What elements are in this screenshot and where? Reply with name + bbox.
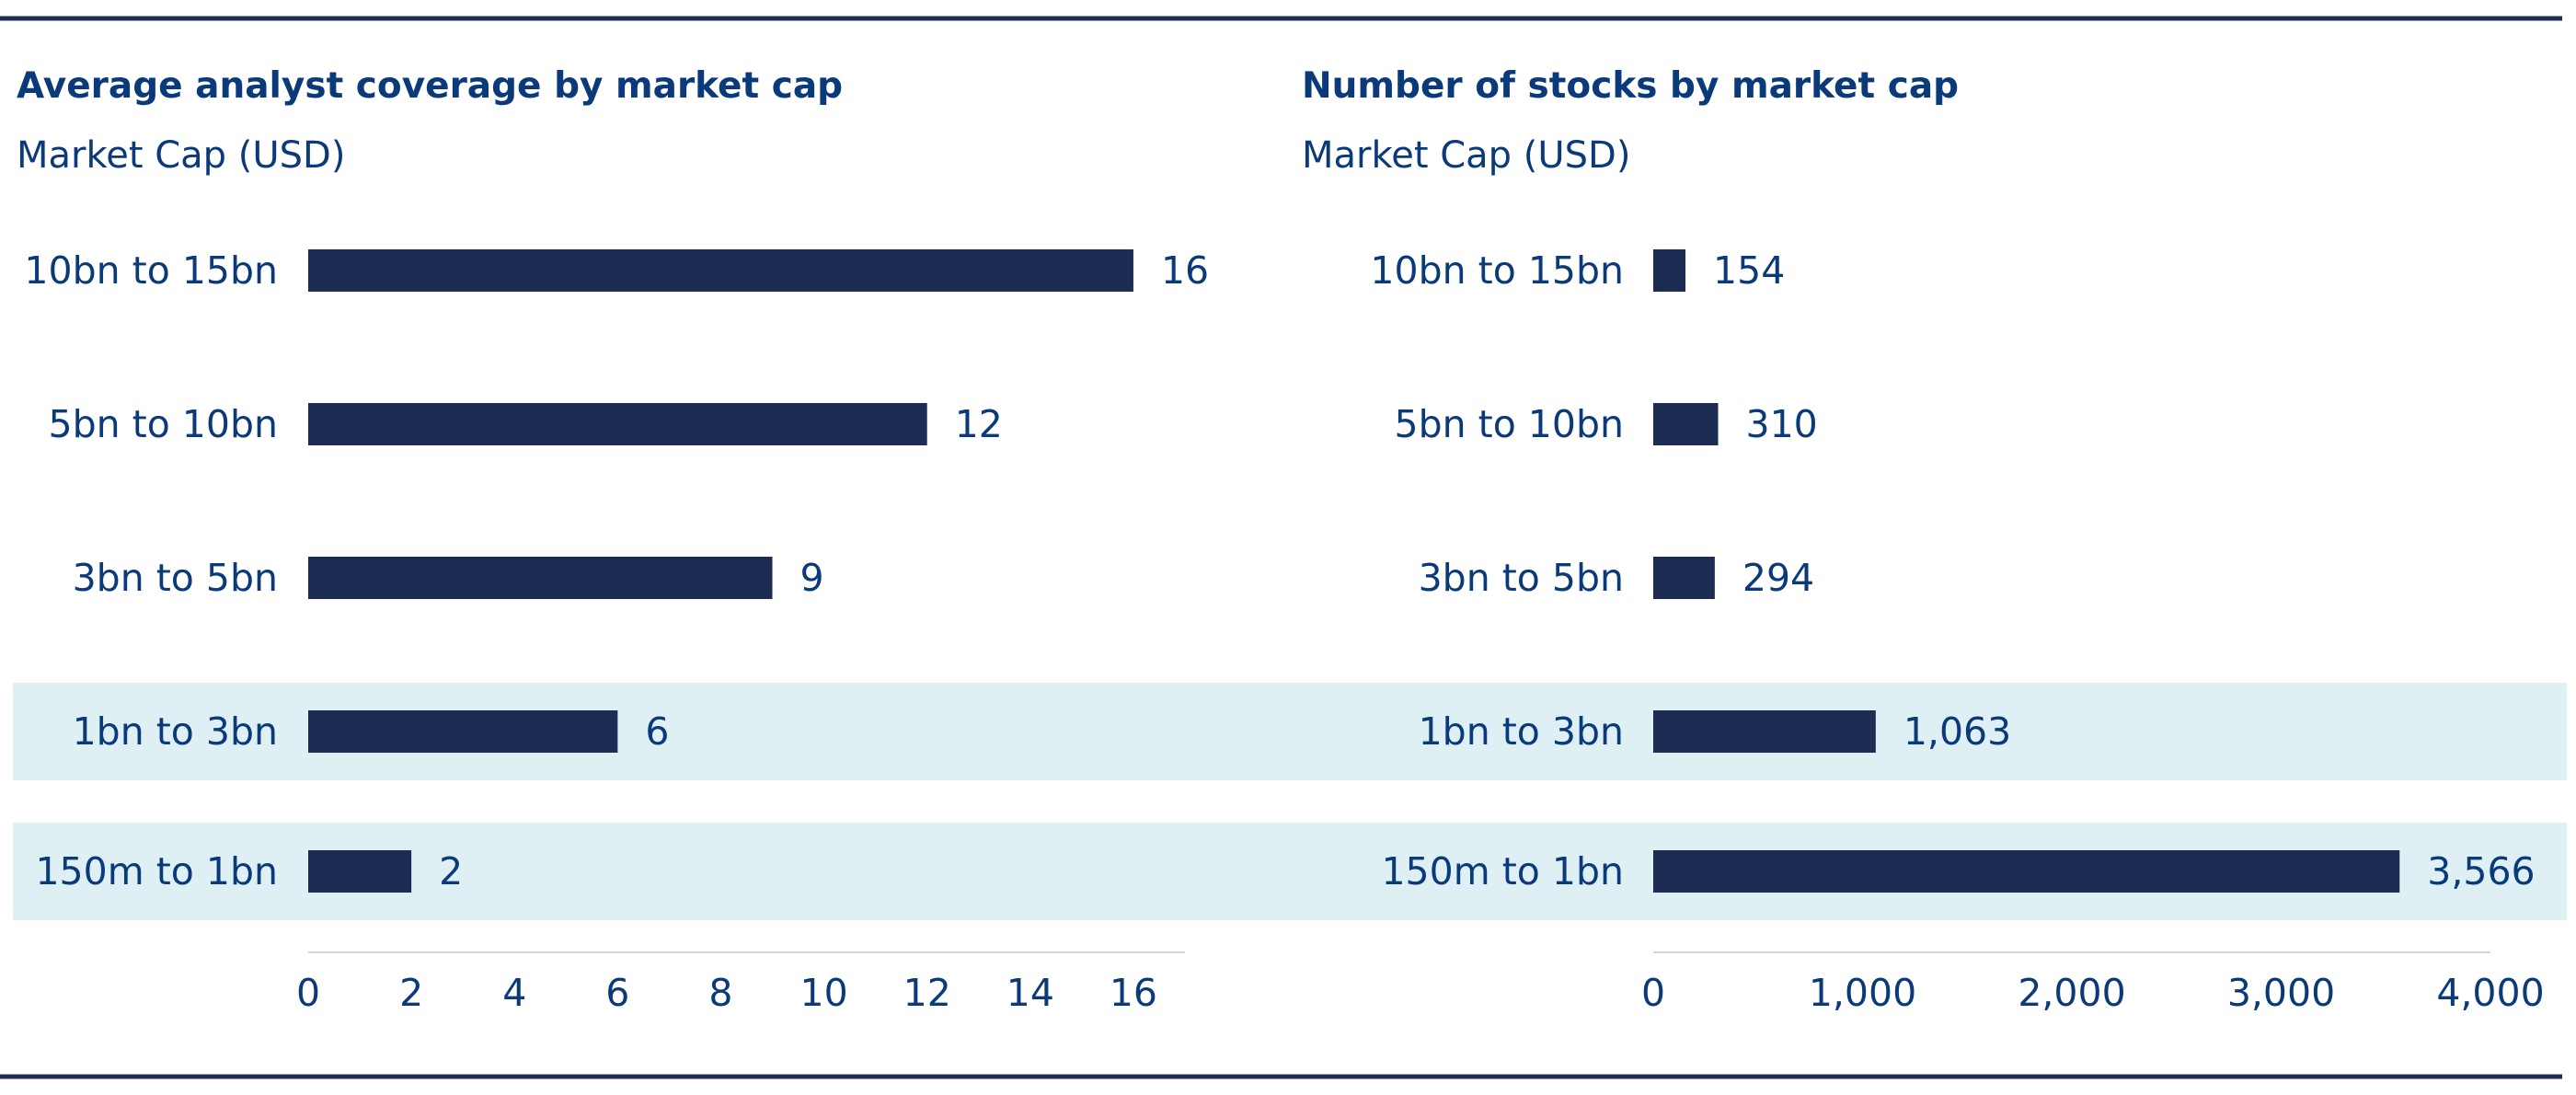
chart-coverage-bar [308,557,773,599]
chart-stock-count-highlight-band [1288,683,2567,780]
chart-coverage-highlight-band [13,823,1301,920]
chart-coverage-value-label: 9 [800,556,824,600]
chart-coverage-title: Average analyst coverage by market cap [17,65,843,107]
chart-coverage-tick-label: 6 [605,971,629,1015]
chart-stock-count-subtitle: Market Cap (USD) [1302,134,1630,177]
chart-coverage-tick-label: 12 [903,971,951,1015]
chart-stock-count-category-label: 5bn to 10bn [1394,402,1624,446]
chart-coverage-value-label: 6 [645,709,669,754]
chart-coverage-value-label: 2 [439,849,463,893]
chart-stock-count-category-label: 150m to 1bn [1381,849,1624,893]
chart-stock-count-bar [1653,557,1715,599]
chart-coverage-subtitle: Market Cap (USD) [17,134,345,177]
chart-coverage-category-label: 150m to 1bn [35,849,278,893]
chart-stock-count: Number of stocks by market cap Market Ca… [1288,65,2567,1015]
chart-coverage-tick-label: 0 [296,971,320,1015]
chart-stock-count-value-label: 294 [1742,556,1814,600]
chart-stock-count-bar [1653,403,1719,445]
chart-coverage-tick-label: 16 [1110,971,1157,1015]
chart-stock-count-bar [1653,249,1686,292]
chart-stock-count-category-label: 3bn to 5bn [1419,556,1624,600]
chart-stock-count-value-label: 3,566 [2427,849,2535,893]
chart-coverage-tick-label: 14 [1006,971,1054,1015]
chart-stock-count-title: Number of stocks by market cap [1302,65,1959,107]
chart-coverage: Average analyst coverage by market cap M… [13,65,1301,1015]
chart-stock-count-value-label: 1,063 [1903,709,2011,754]
chart-coverage-tick-label: 10 [800,971,848,1015]
chart-coverage-bar [308,850,412,893]
chart-coverage-category-label: 3bn to 5bn [73,556,278,600]
chart-stock-count-tick-label: 1,000 [1809,971,1916,1015]
chart-stock-count-bar [1653,850,2400,893]
chart-coverage-category-label: 5bn to 10bn [48,402,278,446]
chart-stock-count-category-label: 1bn to 3bn [1419,709,1624,754]
chart-coverage-bar [308,710,618,753]
chart-stock-count-value-label: 154 [1713,248,1785,293]
chart-coverage-tick-label: 2 [399,971,423,1015]
chart-stock-count-value-label: 310 [1746,402,1818,446]
chart-coverage-tick-label: 4 [502,971,526,1015]
chart-coverage-tick-label: 8 [708,971,732,1015]
chart-coverage-bar [308,403,927,445]
chart-stock-count-tick-label: 0 [1641,971,1665,1015]
chart-stock-count-category-label: 10bn to 15bn [1370,248,1624,293]
chart-stock-count-tick-label: 2,000 [2018,971,2125,1015]
chart-coverage-value-label: 16 [1161,248,1209,293]
chart-coverage-bar [308,249,1133,292]
chart-coverage-category-label: 10bn to 15bn [24,248,278,293]
chart-stock-count-tick-label: 4,000 [2436,971,2544,1015]
chart-stock-count-tick-label: 3,000 [2227,971,2335,1015]
chart-coverage-category-label: 1bn to 3bn [73,709,278,754]
chart-stock-count-bar [1653,710,1876,753]
chart-coverage-highlight-band [13,683,1301,780]
chart-coverage-value-label: 12 [955,402,1003,446]
